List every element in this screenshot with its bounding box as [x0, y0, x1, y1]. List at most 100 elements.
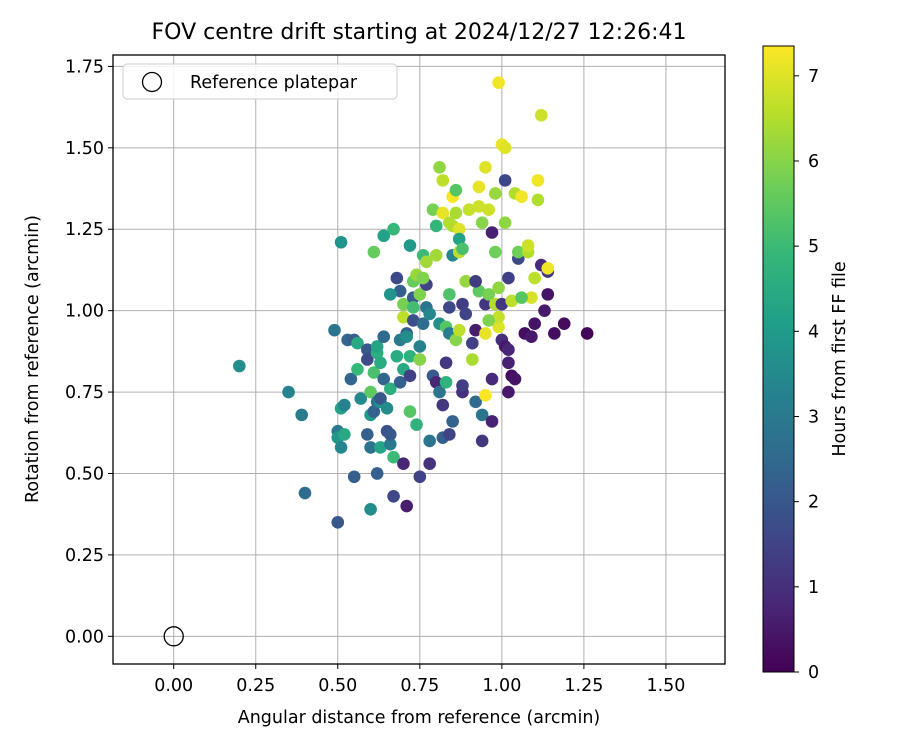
data-point [488, 187, 502, 200]
y-tick-label: 0.50 [65, 464, 104, 484]
x-tick-label: 0.75 [400, 676, 439, 696]
data-point [361, 428, 374, 441]
data-point [475, 216, 489, 230]
data-point [426, 203, 440, 216]
data-point [387, 489, 400, 503]
data-point [485, 372, 499, 386]
colorbar-tick-label: 1 [808, 578, 819, 598]
data-point [433, 385, 446, 399]
data-point [383, 288, 397, 301]
chart-title: FOV centre drift starting at 2024/12/27 … [152, 20, 687, 45]
data-point [420, 255, 433, 269]
data-point [459, 275, 473, 288]
data-point [548, 327, 561, 340]
data-point [377, 330, 391, 344]
data-point [436, 206, 450, 220]
y-tick-label: 1.75 [65, 57, 104, 77]
data-point [400, 499, 413, 513]
data-point [452, 222, 466, 236]
data-point [498, 141, 512, 155]
y-axis-label: Rotation from reference (arcmin) [23, 215, 43, 503]
data-point [502, 356, 515, 370]
data-point [374, 441, 387, 454]
data-point [436, 174, 450, 187]
data-point [410, 418, 423, 431]
data-point [406, 301, 420, 314]
data-point [472, 200, 486, 213]
data-point [452, 323, 466, 337]
data-point [439, 375, 453, 389]
data-point [413, 470, 427, 484]
data-point [400, 330, 413, 344]
data-point [433, 161, 446, 174]
data-point [443, 288, 456, 301]
data-point [492, 320, 505, 334]
data-point [479, 297, 492, 311]
data-point [295, 408, 308, 422]
colorbar-ticks: 0 1 2 3 4 5 6 7 [794, 67, 819, 683]
data-point [393, 284, 407, 298]
y-tick-label: 1.50 [65, 139, 104, 159]
x-axis-ticks: 0.00 0.25 0.50 0.75 1.00 1.25 1.50 [154, 664, 685, 696]
data-point [528, 271, 541, 285]
x-tick-label: 0.25 [236, 676, 275, 696]
data-point [466, 353, 479, 366]
data-point [492, 310, 505, 324]
legend-box [122, 63, 398, 100]
data-point [416, 317, 430, 330]
data-point [488, 245, 502, 259]
data-point [502, 343, 515, 357]
data-point [482, 288, 496, 301]
data-point [397, 457, 410, 471]
data-point [351, 362, 364, 376]
x-axis-label: Angular distance from reference (arcmin) [238, 708, 601, 728]
data-point [502, 271, 515, 285]
data-point [282, 385, 295, 399]
x-tick-label: 0.00 [154, 676, 193, 696]
data-point [498, 216, 512, 230]
data-point [423, 434, 436, 448]
data-point [364, 385, 377, 399]
data-point [334, 441, 348, 454]
data-point [469, 323, 482, 337]
data-point [472, 180, 486, 194]
y-axis-ticks: 0.00 0.25 0.50 0.75 1.00 1.25 1.50 1.75 [65, 57, 113, 647]
data-point [354, 392, 368, 405]
x-tick-label: 1.25 [564, 676, 603, 696]
data-point [383, 428, 397, 441]
data-point [436, 398, 450, 412]
data-point [361, 343, 374, 357]
colorbar-tick-label: 0 [808, 663, 819, 683]
colorbar [762, 45, 795, 673]
data-point [423, 457, 436, 471]
data-point [331, 516, 345, 529]
data-point [446, 415, 459, 428]
data-point [456, 379, 469, 392]
data-point [462, 203, 476, 216]
data-point [472, 284, 486, 298]
data-point [466, 336, 479, 350]
data-point [479, 389, 492, 402]
data-point [482, 203, 496, 216]
data-point [403, 349, 417, 363]
data-point [387, 450, 400, 464]
data-point [479, 327, 492, 340]
colorbar-tick-label: 7 [808, 67, 819, 87]
legend-label: Reference platepar [190, 73, 358, 93]
data-point [377, 229, 391, 243]
data-point [403, 405, 417, 418]
colorbar-label: Hours from first FF file [830, 261, 850, 456]
x-tick-label: 1.50 [646, 676, 685, 696]
data-point [511, 245, 525, 259]
data-point [334, 235, 348, 249]
data-point [364, 503, 377, 516]
data-point [390, 349, 404, 363]
data-point [505, 294, 519, 308]
data-point [344, 372, 358, 386]
data-point [374, 356, 387, 370]
data-point [328, 323, 341, 337]
data-point [390, 271, 404, 285]
data-point [459, 307, 473, 321]
data-point [469, 275, 482, 288]
